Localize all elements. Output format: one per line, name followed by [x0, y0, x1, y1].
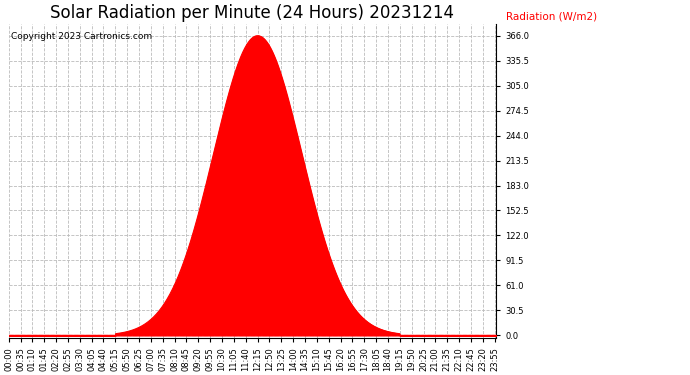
Text: Copyright 2023 Cartronics.com: Copyright 2023 Cartronics.com: [11, 32, 152, 40]
Y-axis label: Radiation (W/m2): Radiation (W/m2): [506, 11, 598, 21]
Title: Solar Radiation per Minute (24 Hours) 20231214: Solar Radiation per Minute (24 Hours) 20…: [50, 4, 454, 22]
